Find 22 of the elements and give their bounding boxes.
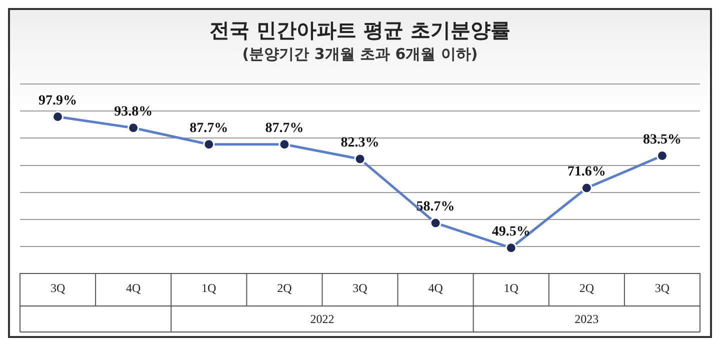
x-tick-label: 2Q (579, 280, 594, 295)
data-label: 71.6% (567, 164, 606, 180)
data-label: 97.9% (38, 93, 78, 108)
data-label: 58.7% (416, 200, 455, 215)
data-label: 93.8% (114, 104, 153, 120)
x-tick-label: 1Q (202, 280, 217, 295)
x-tick-label: 3Q (50, 280, 66, 295)
data-label: 49.5% (492, 224, 530, 240)
x-tick-label: 3Q (352, 280, 368, 295)
x-tick-label: 2Q (277, 280, 292, 295)
x-tick-label: 4Q (428, 280, 444, 295)
text: 2022 (310, 312, 334, 326)
x-tick-label: 4Q (126, 280, 141, 295)
data-label: 83.5% (642, 132, 682, 148)
data-label: 87.7% (265, 121, 304, 136)
chart-title: 전국 민간아파트 평균 초기분양률 (210, 18, 510, 42)
data-label: 87.7% (190, 121, 228, 136)
text: 2023 (574, 312, 599, 326)
x-tick-label: 1Q (504, 280, 519, 295)
chart-subtitle: (분양기간 3개월 초과 6개월 이하) (242, 44, 478, 63)
x-tick-label: 3Q (654, 280, 670, 295)
data-label: 82.3% (340, 136, 380, 151)
